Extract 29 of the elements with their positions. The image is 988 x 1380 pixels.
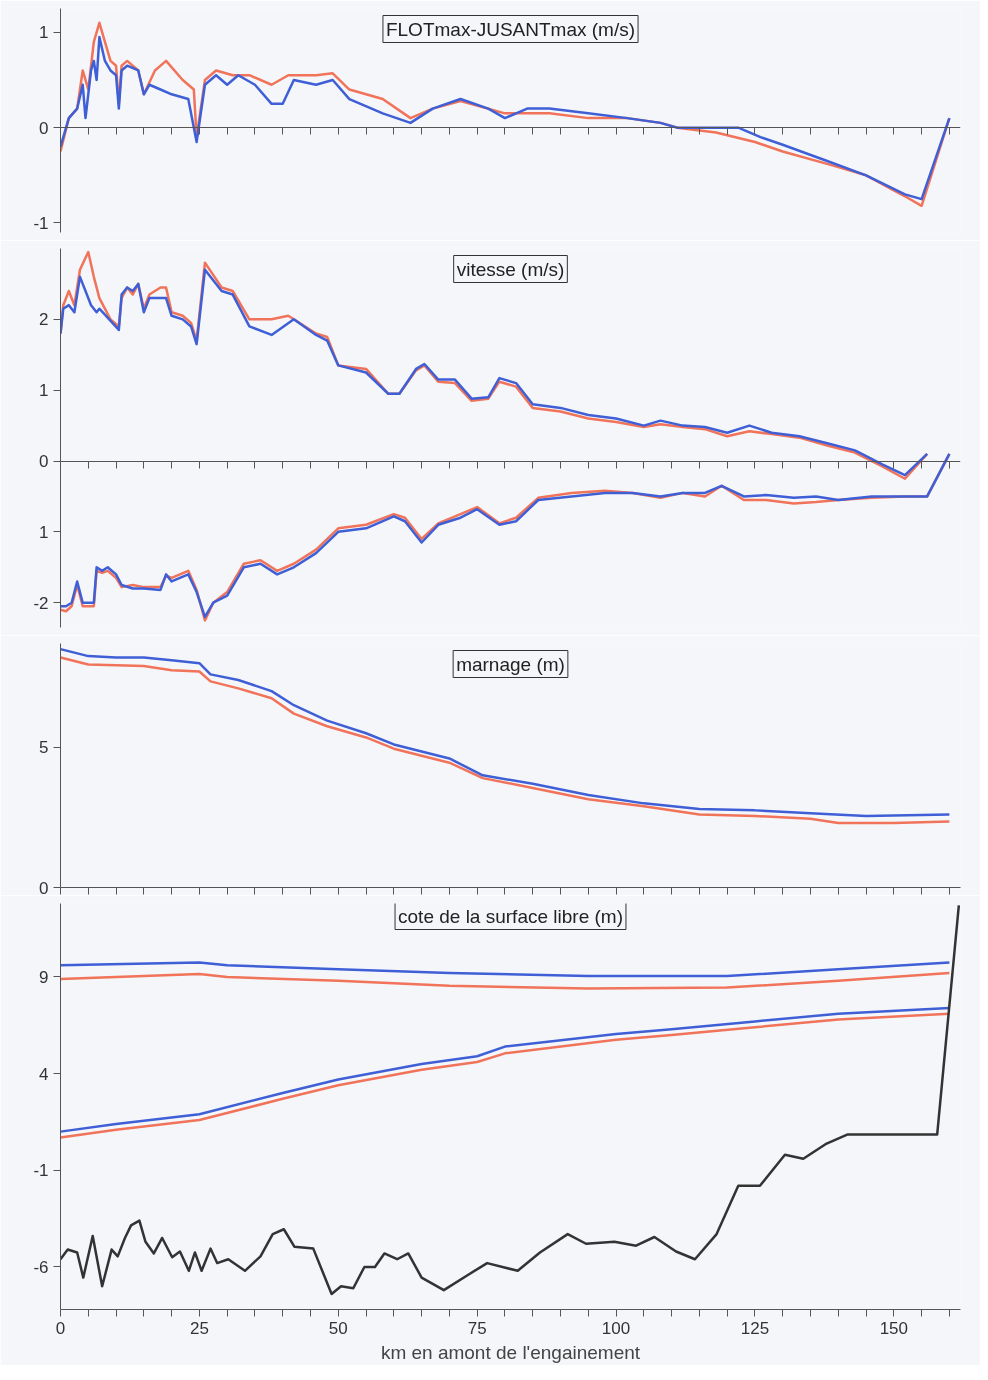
text: marnage (m) xyxy=(456,653,565,675)
y-tick-label: -1 xyxy=(33,213,49,233)
y-tick-label: -1 xyxy=(33,1161,49,1181)
y-tick-label: 0 xyxy=(39,452,49,472)
y-tick-label: -2 xyxy=(33,593,49,613)
y-tick-label: -6 xyxy=(33,1257,49,1277)
y-tick-label: 5 xyxy=(39,738,49,758)
x-tick-label: 75 xyxy=(467,1318,487,1338)
chart-title: cote de la surface libre (m) xyxy=(398,905,623,927)
x-axis-title: km en amont de l'engainement xyxy=(380,1341,641,1363)
line-series xyxy=(60,971,951,990)
x-tick-label: 25 xyxy=(189,1318,209,1338)
x-tick-label: 100 xyxy=(601,1318,631,1338)
y-tick-label: 9 xyxy=(39,967,49,987)
x-tick-label: 125 xyxy=(740,1318,770,1338)
y-tick-label: 1 xyxy=(39,522,49,542)
text: FLOTmax-JUSANTmax (m/s) xyxy=(385,18,636,40)
x-tick-label: 0 xyxy=(55,1318,66,1338)
x-tick-label: 150 xyxy=(879,1318,909,1338)
text: vitesse (m/s) xyxy=(456,258,565,280)
y-tick-label: 4 xyxy=(39,1064,49,1084)
line-series xyxy=(60,904,961,1296)
y-tick-label: 0 xyxy=(39,118,49,138)
line-series xyxy=(60,961,951,978)
y-tick-label: 2 xyxy=(39,310,49,330)
y-tick-label: 0 xyxy=(39,878,49,898)
y-tick-label: 1 xyxy=(39,381,49,401)
x-tick-label: 50 xyxy=(328,1318,348,1338)
y-tick-label: 1 xyxy=(39,23,49,43)
